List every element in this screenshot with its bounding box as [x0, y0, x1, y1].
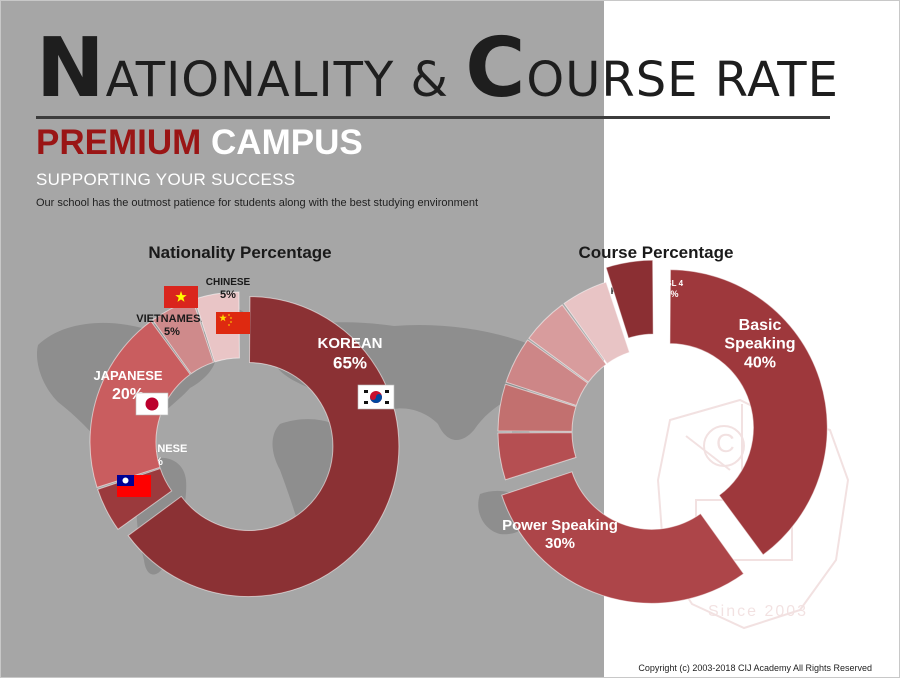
- copyright-text: Copyright (c) 2003-2018 CIJ Academy All …: [638, 663, 872, 673]
- course-slice-power-native: [505, 339, 589, 407]
- slice-name: JAPANESE: [93, 368, 162, 383]
- watermark-since-text: Since 2003: [708, 603, 808, 620]
- title-part-1: ATIONALITY &: [105, 52, 466, 108]
- course-slice-premium: [563, 281, 631, 365]
- course-slice-esl-4: [605, 259, 654, 339]
- slice-name: VIETNAMESE: [136, 313, 208, 325]
- course-chart-title: Course Percentage: [579, 243, 734, 262]
- slice-value: 5%: [220, 289, 236, 301]
- course-slice-power-toeic: [497, 432, 577, 481]
- slice-name: Basic Speaking: [724, 317, 795, 352]
- watermark-letter: C: [716, 428, 735, 458]
- title-part-2: OURSE RATE: [526, 52, 839, 108]
- campus-subtitle: PREMIUM CAMPUS: [36, 123, 363, 163]
- course-label-basic-speaking: Basic Speaking 40%: [724, 317, 795, 372]
- slice-name: ESL 4: [661, 279, 684, 288]
- title-cap-n: N: [36, 21, 106, 116]
- description: Our school has the outmost patience for …: [36, 197, 479, 209]
- china-flag: [216, 312, 250, 334]
- page-title: NATIONALITY & COURSE RATE: [36, 28, 839, 110]
- slice-value: 5%: [164, 326, 180, 338]
- slice-name: Power Speaking: [502, 517, 618, 534]
- subtitle-campus: CAMPUS: [211, 123, 363, 162]
- flags: [117, 286, 395, 497]
- title-cap-c: C: [465, 21, 527, 116]
- course-slice-basic-speaking: [669, 269, 828, 556]
- nationality-chart-title: Nationality Percentage: [148, 243, 331, 262]
- slice-value: 40%: [744, 355, 776, 372]
- course-slice-power-speaking: [501, 471, 745, 604]
- course-label-esl-4: ESL 45%: [661, 279, 684, 299]
- tagline: SUPPORTING YOUR SUCCESS: [36, 170, 296, 189]
- nationality-slice-vietnamese: [151, 299, 215, 375]
- korea-flag: [357, 384, 395, 410]
- nationality-donut-chart: Nationality PercentageKOREAN65%TAIWANESE…: [89, 243, 400, 598]
- slice-name: CHINESE: [206, 277, 251, 288]
- japan-flag: [135, 392, 169, 416]
- course-slice-basic-business: [497, 383, 577, 432]
- vietnam-flag: [164, 286, 198, 308]
- slice-value: 30%: [545, 535, 575, 552]
- course-donut-chart: Course Percentage Basic Speaking 40% Power S…: [497, 243, 828, 604]
- slice-name: KOREAN: [317, 335, 382, 352]
- slice-value: 5%: [665, 289, 678, 299]
- taiwan-flag: [117, 475, 151, 497]
- title-underline: [36, 116, 830, 119]
- course-slice-intensive-power-native: [528, 304, 607, 383]
- slice-value: 65%: [333, 353, 367, 372]
- subtitle-premium: PREMIUM: [36, 123, 202, 162]
